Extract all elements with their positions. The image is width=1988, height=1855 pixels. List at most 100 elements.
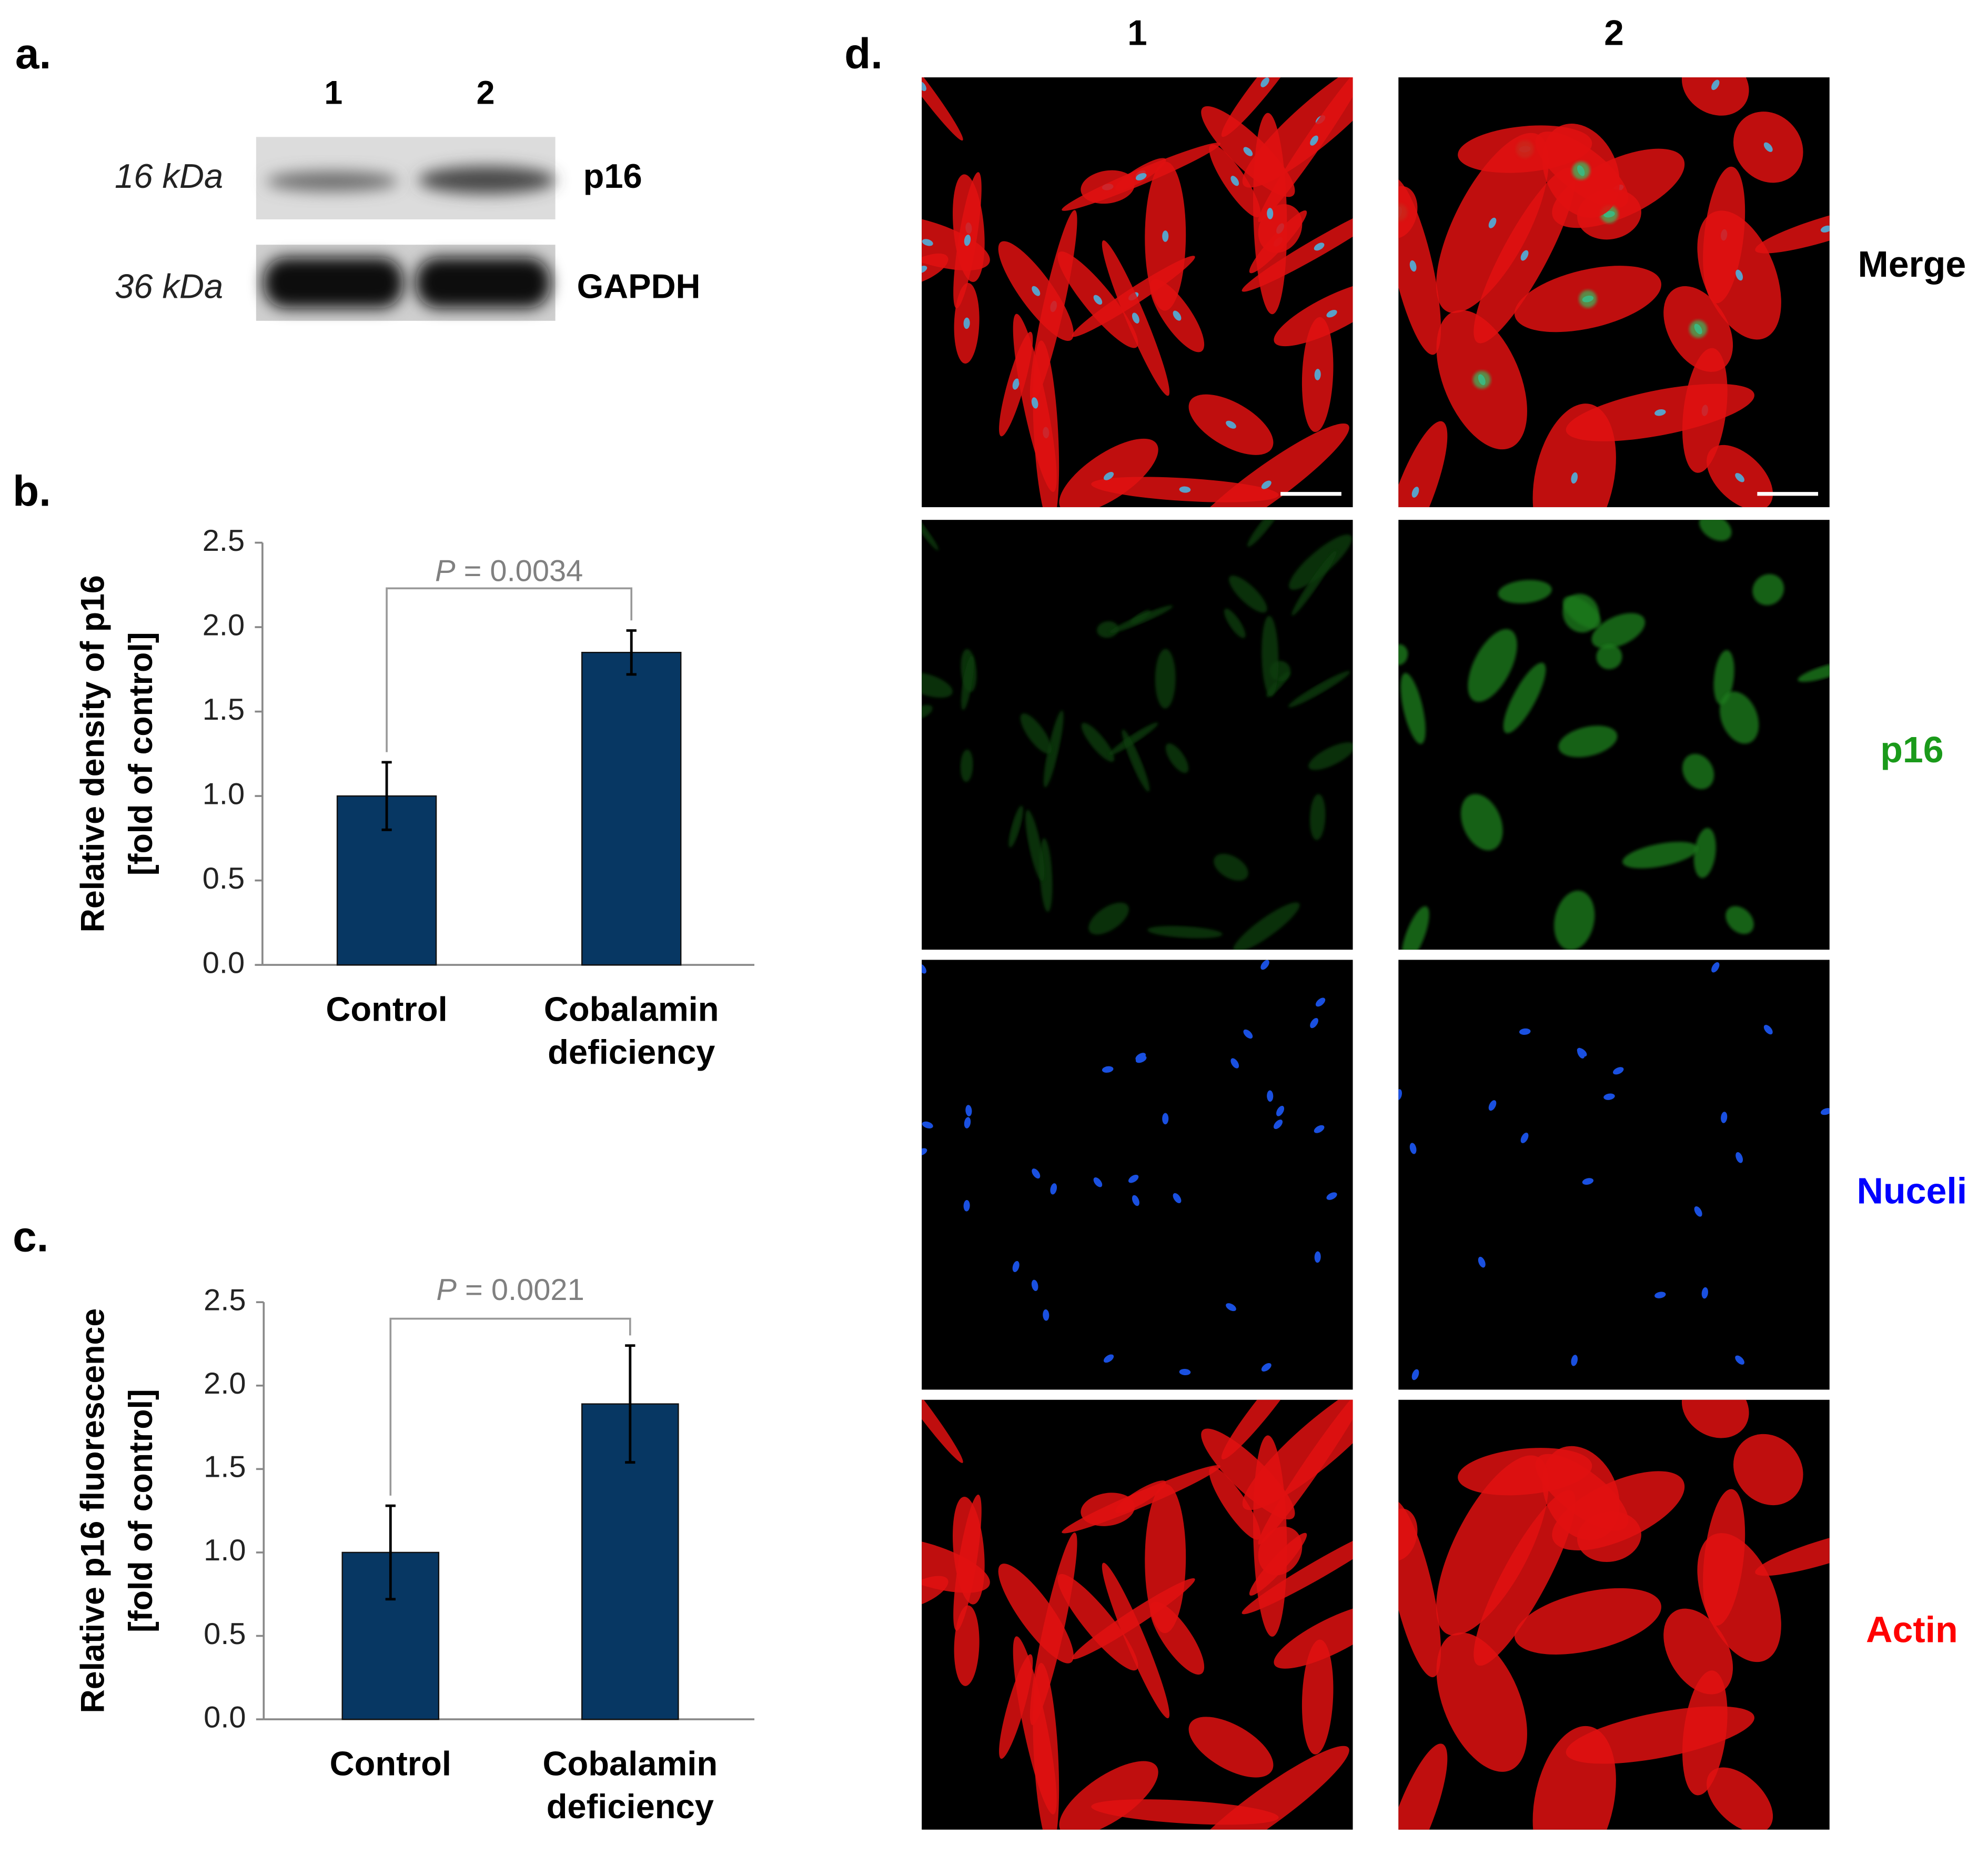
y-axis-label: [fold of control] — [123, 632, 159, 875]
band-protein: p16 — [583, 157, 642, 195]
p16-signal — [1224, 608, 1246, 638]
actin-cell — [1059, 1761, 1158, 1830]
nucleus — [1520, 250, 1529, 261]
nucleus — [1226, 420, 1236, 429]
error-bar — [626, 629, 637, 676]
nucleus — [1314, 243, 1325, 251]
nucleus — [1267, 208, 1274, 219]
nucleus — [1310, 1018, 1318, 1029]
actin-cell — [953, 1494, 982, 1631]
y-axis-label: [fold of control] — [123, 1389, 159, 1632]
nucleus — [1135, 1055, 1147, 1063]
p16-signal — [1289, 535, 1352, 590]
x-tick-label: Control — [330, 1744, 451, 1782]
nucleus — [1315, 997, 1326, 1007]
x-tick-label: Cobalamin deficiency — [543, 1744, 718, 1826]
actin-cell — [1013, 1636, 1057, 1814]
nucleus — [922, 239, 933, 246]
nucleus — [1132, 1195, 1139, 1206]
micrographs: Merge p16 Nuceli Actin — [922, 77, 1967, 1830]
nucleus — [1032, 286, 1041, 296]
y-tick-label: 0.0 — [204, 1700, 246, 1734]
nucleus — [1711, 962, 1720, 973]
nucleus — [1267, 1090, 1274, 1102]
nucleus — [1411, 487, 1419, 498]
y-tick-label: 2.0 — [203, 608, 245, 642]
p16-signal — [1165, 743, 1189, 773]
actin-cell — [1398, 1743, 1448, 1830]
actin-cell — [1188, 1717, 1274, 1778]
actin-cell — [922, 1399, 963, 1463]
cells — [1398, 520, 1830, 950]
row-label: Actin — [1866, 1609, 1958, 1650]
annotation: P = 0.0021 — [436, 1273, 584, 1307]
p16-signal — [1689, 320, 1708, 338]
actin-cell — [1209, 1467, 1261, 1540]
nucleus — [1694, 1206, 1702, 1217]
nucleus — [1820, 1108, 1830, 1115]
p16-signal — [1288, 671, 1350, 708]
actin-cell — [998, 1564, 1074, 1664]
p16-signal — [1719, 691, 1759, 744]
p16-signal — [1468, 629, 1517, 702]
cells — [922, 520, 1353, 950]
nucleus — [1735, 1152, 1743, 1163]
micrograph — [1398, 77, 1830, 508]
actin-cell — [1201, 1428, 1295, 1520]
nucleus — [1012, 1261, 1020, 1273]
nucleus — [1273, 1120, 1283, 1130]
p16-signal — [1109, 605, 1173, 633]
panel-label: c. — [13, 1213, 48, 1261]
p16-signal — [1020, 713, 1052, 754]
column-label: 1 — [1127, 13, 1147, 53]
p16-signal — [1108, 722, 1158, 755]
nucleus — [1243, 1029, 1253, 1039]
actin-cell — [1755, 1527, 1830, 1576]
row-label: Nuceli — [1857, 1171, 1967, 1212]
y-tick-label: 1.5 — [203, 693, 245, 727]
nucleus — [1243, 147, 1253, 156]
nucleus — [1488, 1100, 1497, 1111]
y-tick-label: 1.0 — [203, 777, 245, 811]
p16-signal — [1558, 725, 1618, 758]
p16-signal — [922, 520, 939, 551]
nucleus — [1654, 1292, 1666, 1298]
significance-bracket — [386, 587, 633, 752]
p16-signal — [1401, 906, 1429, 950]
nucleus — [1179, 486, 1191, 493]
band-protein: GAPDH — [577, 267, 701, 306]
micrograph — [1398, 520, 1830, 950]
panel-label: d. — [844, 30, 883, 78]
nucleus — [1230, 176, 1239, 186]
p16-signal — [1262, 616, 1279, 697]
p16-signal — [1752, 574, 1784, 606]
panel-label: b. — [13, 468, 51, 516]
y-tick-label: 2.5 — [204, 1283, 246, 1317]
p16-signal — [1155, 649, 1176, 709]
band-size: 16 kDa — [115, 157, 223, 195]
lane-label: 1 — [324, 74, 342, 111]
actin-cell — [1707, 1767, 1773, 1830]
p16-signal — [1572, 162, 1590, 180]
y-tick-label: 2.0 — [204, 1367, 246, 1400]
actin-cell — [1681, 1399, 1749, 1438]
nucleus — [1103, 472, 1114, 480]
p16-signal — [1214, 853, 1248, 881]
actin-cell — [1221, 1399, 1309, 1459]
row-label: Merge — [1858, 244, 1966, 285]
p16-signal — [1229, 576, 1267, 613]
p16-signal — [1398, 644, 1408, 666]
micrograph-background — [1398, 960, 1830, 1390]
p16-signal — [1308, 742, 1353, 770]
nucleus — [1571, 1355, 1578, 1366]
nucleus — [1093, 295, 1103, 305]
y-tick-label: 0.0 — [203, 946, 245, 980]
actin-cell — [1436, 1455, 1549, 1636]
scale-bar — [1280, 492, 1341, 496]
blot-band — [418, 166, 556, 194]
x-tick-label: Cobalamin deficiency — [544, 990, 719, 1071]
error-bar — [625, 1344, 635, 1464]
micrograph — [1398, 960, 1830, 1390]
y-axis-label: Relative density of p16 — [74, 575, 111, 932]
